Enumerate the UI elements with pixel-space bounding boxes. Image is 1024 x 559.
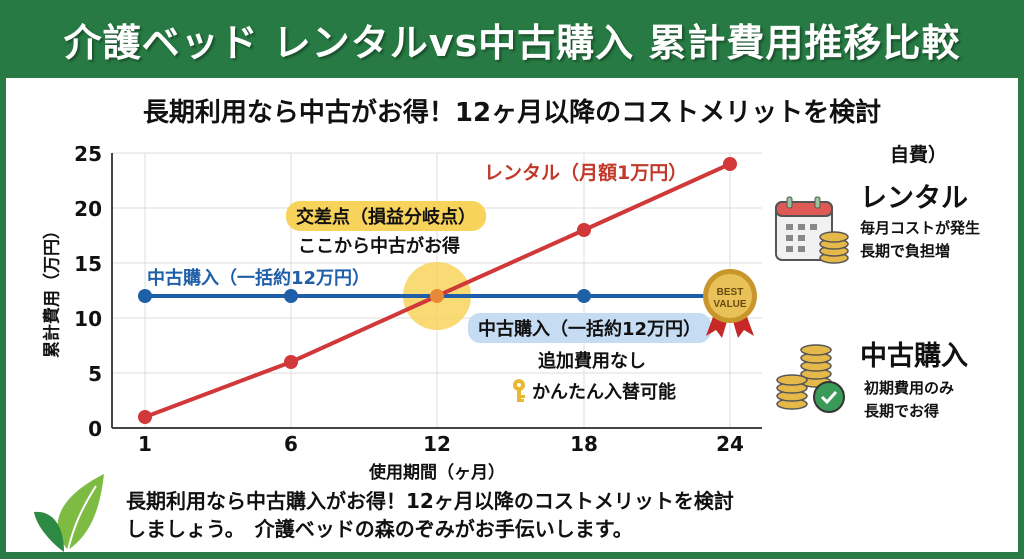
footer-line1: 長期利用なら中古購入がお得！12ヶ月以降のコストメリットを検討 (126, 489, 734, 513)
used-card-line2: 長期でお得 (864, 402, 940, 420)
calendar-coins-icon (775, 196, 849, 264)
x-tick: 12 (423, 432, 451, 456)
y-tick: 10 (74, 307, 102, 331)
used-card-title: 中古購入 (860, 341, 968, 372)
best-value-badge-icon: BEST VALUE (703, 269, 757, 338)
x-tick: 24 (716, 432, 744, 456)
side-note: 自費） (890, 144, 948, 166)
used-series-label: 中古購入（一括約12万円） (147, 268, 371, 289)
rental-card-title: レンタル (860, 183, 968, 214)
used-box-line2: かんたん入替可能 (532, 382, 676, 403)
leaf-icon (34, 474, 104, 552)
svg-text:BEST: BEST (717, 287, 744, 298)
y-tick: 20 (74, 197, 102, 221)
rental-series-label: レンタル（月額1万円） (484, 162, 688, 184)
rental-card-line1: 毎月コストが発生 (860, 219, 981, 237)
page-title: 介護ベッド レンタルvs中古購入 累計費用推移比較 (63, 20, 961, 65)
x-tick: 18 (570, 432, 598, 456)
y-tick: 15 (74, 252, 102, 276)
used-card-line1: 初期費用のみ (864, 379, 955, 397)
footer-message: 長期利用なら中古購入がお得！12ヶ月以降のコストメリットを検討 しましょう。 介… (126, 487, 734, 543)
y-tick: 25 (74, 142, 102, 166)
x-axis-label: 使用期間（ヶ月） (369, 463, 505, 483)
y-tick: 0 (88, 417, 102, 441)
used-box-line2-wrap: かんたん入替可能 (510, 378, 676, 404)
y-axis-label: 累計費用（万円） (42, 222, 63, 358)
crossover-label: 交差点（損益分岐点） (286, 201, 486, 231)
key-icon (513, 379, 525, 402)
crossover-point (430, 289, 444, 303)
footer-line2: しましょう。 介護ベッドの森のぞみがお手伝いします。 (126, 517, 633, 541)
x-tick: 1 (138, 432, 152, 456)
y-tick: 5 (88, 362, 102, 386)
used-box-line1: 追加費用なし (538, 351, 646, 372)
rental-card-line2: 長期で負担増 (860, 242, 951, 260)
crossover-sub: ここから中古がお得 (298, 236, 460, 257)
subtitle: 長期利用なら中古がお得！12ヶ月以降のコストメリットを検討 (142, 98, 882, 128)
svg-text:VALUE: VALUE (713, 299, 746, 310)
coins-check-icon (776, 344, 845, 413)
used-box-title: 中古購入（一括約12万円） (468, 313, 712, 343)
header: 介護ベッド レンタルvs中古購入 累計費用推移比較 (0, 0, 1024, 78)
x-tick: 6 (284, 432, 298, 456)
